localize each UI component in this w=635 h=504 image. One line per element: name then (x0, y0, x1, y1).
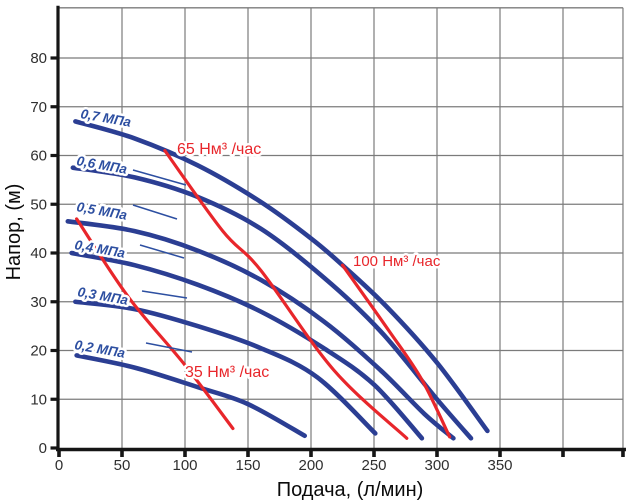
y-tick-label: 60 (30, 148, 47, 165)
y-tick-mark (50, 446, 58, 450)
y-tick-label: 50 (30, 196, 47, 213)
x-tick-mark (183, 451, 187, 457)
y-tick-mark (50, 251, 58, 255)
y-axis-title: Напор, (м) (3, 184, 25, 281)
y-tick-label: 40 (30, 245, 47, 262)
y-tick-mark (50, 348, 58, 353)
y-tick-mark (50, 56, 58, 60)
label-0-6-mpa-leader (132, 169, 187, 186)
tick-marks (50, 56, 625, 457)
x-tick-mark (309, 451, 313, 457)
label-100-nm3: 100 Нм³ /час (353, 253, 441, 270)
label-leader-lines (132, 169, 193, 353)
x-tick-label: 100 (172, 457, 197, 474)
y-tick-label: 30 (30, 294, 47, 311)
label-0-2-mpa-leader (145, 342, 193, 353)
y-tick-mark (50, 153, 58, 158)
label-0-3-mpa-leader (141, 290, 188, 299)
x-tick-label: 250 (361, 457, 386, 474)
x-tick-mark (246, 451, 250, 457)
x-tick-label: 300 (424, 457, 449, 474)
x-tick-mark (498, 451, 502, 457)
x-tick-mark (372, 451, 376, 457)
air-flow-line-65 (163, 149, 409, 440)
x-tick-label: 150 (235, 457, 260, 474)
air-flow-line-100 (340, 263, 452, 439)
grid-lines (59, 7, 624, 448)
x-tick-mark (621, 451, 625, 457)
label-35-nm3: 35 Нм³ /час (185, 364, 269, 381)
x-tick-label: 0 (55, 457, 63, 474)
x-tick-mark (435, 451, 439, 457)
pump-curve-0-2-mpa (74, 353, 307, 439)
x-tick-label: 200 (298, 457, 323, 474)
y-tick-label: 10 (30, 391, 47, 408)
y-tick-mark (50, 202, 58, 206)
label-0-4-mpa-leader (139, 244, 185, 259)
x-tick-label: 50 (114, 457, 131, 474)
y-tick-mark (50, 300, 58, 304)
x-tick-mark (57, 451, 61, 457)
air-flow-line-35 (75, 217, 235, 431)
x-tick-label: 350 (487, 457, 512, 474)
label-0-5-mpa: 0,5 МПа (75, 199, 128, 223)
label-65-nm3: 65 Нм³ /час (177, 141, 261, 158)
pump-curve-0-3-mpa (73, 299, 378, 436)
pump-curve-0-5-mpa (65, 219, 456, 441)
y-tick-label: 20 (30, 343, 47, 360)
y-tick-mark (50, 397, 58, 401)
y-tick-label: 80 (30, 50, 47, 67)
y-tick-mark (50, 105, 58, 109)
label-0-5-mpa-leader (132, 204, 178, 220)
y-tick-label: 0 (39, 440, 47, 457)
axis-lines (56, 5, 626, 452)
x-tick-mark (561, 451, 565, 457)
tick-labels: 0 50 100 150 200 250 300 350 0 10 20 30 40 50 60 70 80 (30, 50, 512, 474)
x-tick-mark (120, 451, 124, 457)
x-axis-title: Подача, (л/мин) (277, 479, 424, 501)
pump-curve-0-7-mpa (73, 119, 490, 434)
data-curves (65, 119, 490, 441)
pump-curve-0-4-mpa (69, 250, 425, 441)
y-tick-label: 70 (30, 99, 47, 116)
